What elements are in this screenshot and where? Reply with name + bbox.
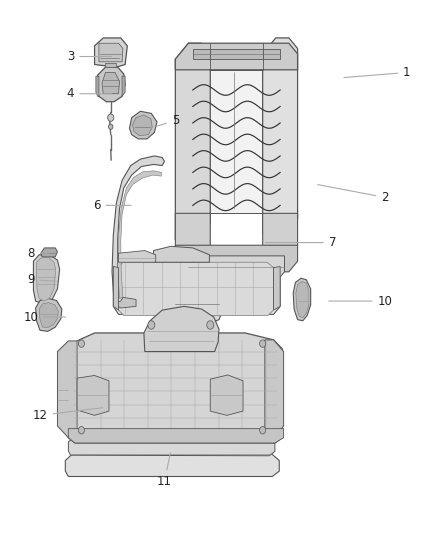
- Polygon shape: [33, 255, 60, 305]
- Text: 6: 6: [93, 199, 131, 212]
- Polygon shape: [293, 278, 311, 321]
- Polygon shape: [144, 306, 219, 352]
- Polygon shape: [263, 213, 297, 256]
- Polygon shape: [68, 333, 283, 443]
- Polygon shape: [130, 111, 157, 139]
- Polygon shape: [95, 38, 127, 67]
- Polygon shape: [77, 375, 109, 415]
- Polygon shape: [175, 43, 297, 70]
- Text: 10: 10: [329, 295, 392, 308]
- Polygon shape: [210, 375, 243, 415]
- Polygon shape: [119, 262, 274, 316]
- Polygon shape: [106, 63, 117, 67]
- Circle shape: [109, 124, 113, 130]
- Polygon shape: [153, 246, 209, 262]
- Text: 7: 7: [265, 236, 336, 249]
- Circle shape: [260, 340, 266, 348]
- Polygon shape: [99, 43, 123, 62]
- Text: 2: 2: [318, 184, 389, 204]
- Polygon shape: [175, 213, 210, 256]
- Text: 4: 4: [67, 87, 111, 100]
- Polygon shape: [35, 298, 62, 332]
- Polygon shape: [65, 454, 279, 477]
- Polygon shape: [175, 43, 210, 240]
- Polygon shape: [57, 341, 77, 438]
- Polygon shape: [122, 76, 125, 96]
- Polygon shape: [118, 171, 161, 298]
- Polygon shape: [68, 429, 284, 443]
- Polygon shape: [274, 266, 280, 310]
- Polygon shape: [263, 38, 297, 235]
- Polygon shape: [265, 340, 284, 438]
- Text: 10: 10: [24, 311, 66, 324]
- Polygon shape: [113, 257, 280, 314]
- Polygon shape: [41, 248, 57, 257]
- Text: 8: 8: [28, 247, 48, 260]
- Polygon shape: [39, 303, 58, 328]
- Polygon shape: [102, 72, 120, 94]
- Polygon shape: [193, 49, 280, 59]
- Polygon shape: [36, 257, 56, 301]
- Text: 11: 11: [157, 453, 172, 488]
- Text: 5: 5: [156, 114, 179, 127]
- Polygon shape: [296, 281, 309, 318]
- Polygon shape: [133, 115, 152, 136]
- Polygon shape: [113, 266, 119, 310]
- Circle shape: [108, 114, 114, 122]
- Polygon shape: [97, 67, 125, 102]
- Circle shape: [148, 321, 155, 329]
- Text: 9: 9: [28, 273, 57, 286]
- Circle shape: [78, 426, 85, 434]
- Text: 12: 12: [32, 408, 103, 422]
- Polygon shape: [175, 245, 297, 272]
- Polygon shape: [68, 437, 275, 456]
- Polygon shape: [119, 251, 155, 262]
- Polygon shape: [188, 70, 285, 213]
- Polygon shape: [112, 156, 164, 304]
- Polygon shape: [166, 282, 228, 330]
- Polygon shape: [188, 256, 285, 282]
- Text: 1: 1: [344, 66, 410, 79]
- Circle shape: [78, 340, 85, 348]
- Circle shape: [260, 426, 266, 434]
- Polygon shape: [96, 76, 99, 96]
- Text: 3: 3: [67, 50, 111, 63]
- Polygon shape: [114, 297, 136, 308]
- Circle shape: [207, 321, 214, 329]
